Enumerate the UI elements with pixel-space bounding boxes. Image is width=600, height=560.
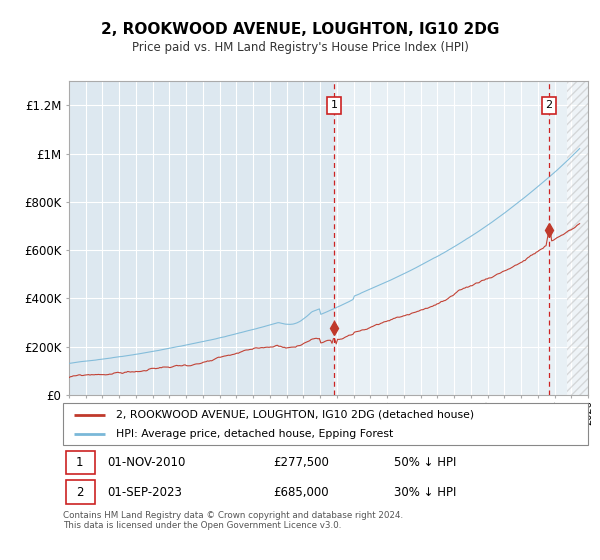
Text: 01-SEP-2023: 01-SEP-2023	[107, 486, 182, 498]
Text: 50% ↓ HPI: 50% ↓ HPI	[394, 456, 456, 469]
FancyBboxPatch shape	[65, 480, 95, 504]
FancyBboxPatch shape	[65, 451, 95, 474]
Text: 2: 2	[76, 486, 83, 498]
Text: 1: 1	[76, 456, 83, 469]
Text: 1: 1	[331, 100, 338, 110]
Text: Price paid vs. HM Land Registry's House Price Index (HPI): Price paid vs. HM Land Registry's House …	[131, 41, 469, 54]
Text: 01-NOV-2010: 01-NOV-2010	[107, 456, 186, 469]
Text: 30% ↓ HPI: 30% ↓ HPI	[394, 486, 456, 498]
Text: Contains HM Land Registry data © Crown copyright and database right 2024.
This d: Contains HM Land Registry data © Crown c…	[63, 511, 403, 530]
Text: 2: 2	[545, 100, 553, 110]
Bar	[334, 81, 571, 395]
Bar	[567, 81, 600, 395]
Text: 2, ROOKWOOD AVENUE, LOUGHTON, IG10 2DG: 2, ROOKWOOD AVENUE, LOUGHTON, IG10 2DG	[101, 22, 499, 36]
Text: HPI: Average price, detached house, Epping Forest: HPI: Average price, detached house, Eppi…	[115, 430, 393, 439]
Text: £277,500: £277,500	[273, 456, 329, 469]
Text: 2, ROOKWOOD AVENUE, LOUGHTON, IG10 2DG (detached house): 2, ROOKWOOD AVENUE, LOUGHTON, IG10 2DG (…	[115, 410, 473, 420]
Text: £685,000: £685,000	[273, 486, 329, 498]
FancyBboxPatch shape	[63, 403, 588, 445]
